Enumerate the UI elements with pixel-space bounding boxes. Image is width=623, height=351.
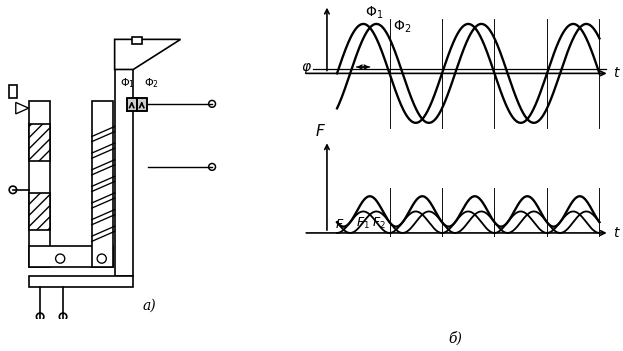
Bar — [92, 101, 113, 267]
Bar — [29, 246, 113, 267]
Text: б): б) — [448, 331, 462, 345]
Text: $\varphi$: $\varphi$ — [301, 61, 312, 76]
Text: $t$: $t$ — [613, 66, 621, 80]
Text: $\Phi$: $\Phi$ — [313, 0, 327, 3]
Bar — [29, 101, 50, 267]
Text: $t$: $t$ — [613, 226, 621, 240]
Bar — [126, 98, 136, 111]
Bar — [136, 98, 147, 111]
Text: $F$: $F$ — [335, 218, 345, 231]
Bar — [115, 69, 133, 276]
Text: $F_1$: $F_1$ — [356, 216, 369, 231]
Text: $\Phi_1$: $\Phi_1$ — [365, 4, 383, 21]
Bar — [29, 276, 133, 287]
Text: $\Phi_1$: $\Phi_1$ — [120, 76, 135, 90]
Text: $\Phi_2$: $\Phi_2$ — [393, 19, 411, 35]
Polygon shape — [115, 39, 181, 69]
Text: $F_2$: $F_2$ — [373, 216, 386, 231]
Bar — [29, 193, 50, 230]
Text: а): а) — [142, 299, 156, 313]
Text: $\Phi_2$: $\Phi_2$ — [145, 76, 159, 90]
Text: $F$: $F$ — [315, 123, 326, 139]
Bar — [9, 85, 17, 98]
Polygon shape — [16, 102, 29, 114]
Bar — [29, 124, 50, 161]
Bar — [132, 37, 142, 44]
